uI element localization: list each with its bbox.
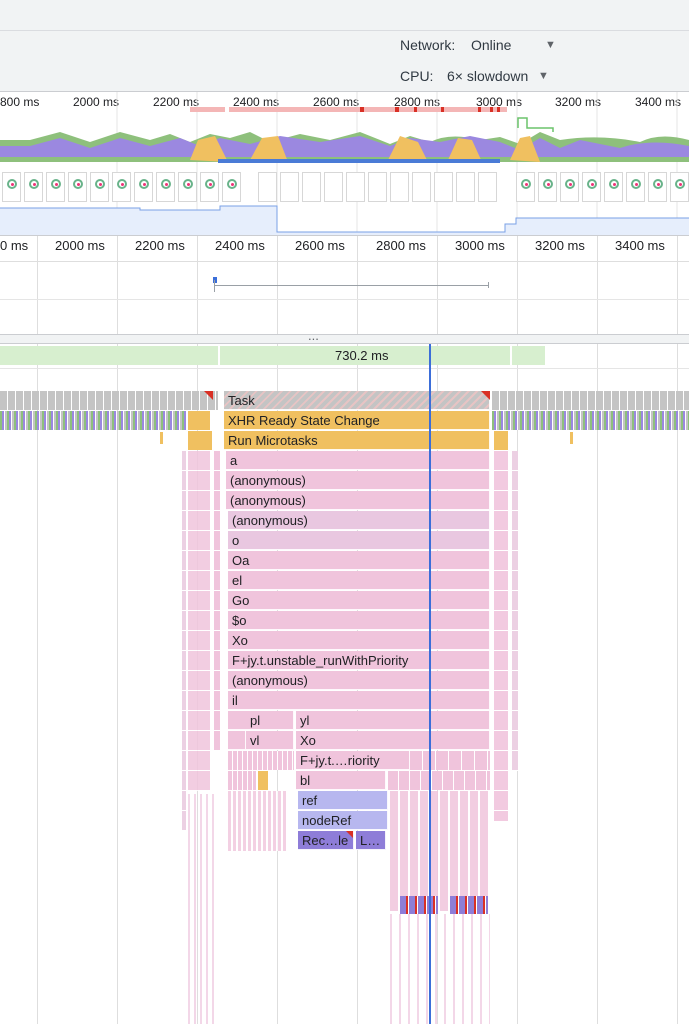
- stack-frame[interactable]: (anonymous): [228, 511, 490, 530]
- screenshot-thumbnail[interactable]: [516, 172, 535, 202]
- toolbar-divider: [0, 30, 689, 31]
- splitter-handle[interactable]: ...: [308, 328, 319, 343]
- ruler-tick: 2000 ms: [55, 238, 105, 253]
- overview-tick: 2400 ms: [233, 95, 280, 109]
- flame-chart[interactable]: 730.2 ms Task XHR Ready State Change Run…: [0, 344, 689, 1024]
- screenshot-thumbnail[interactable]: [178, 172, 197, 202]
- screenshot-thumbnail[interactable]: [24, 172, 43, 202]
- stack-frame-noderef[interactable]: nodeRef: [298, 811, 388, 830]
- ruler-tick: 3400 ms: [615, 238, 665, 253]
- screenshot-thumbnail[interactable]: [368, 172, 387, 202]
- stack-frame[interactable]: $o: [228, 611, 490, 630]
- overview-tick: 3200 ms: [555, 95, 602, 109]
- stack-frame-xo[interactable]: Xo: [296, 731, 490, 750]
- ruler-tick: 0 ms: [0, 238, 29, 253]
- screenshot-thumbnail[interactable]: [222, 172, 241, 202]
- stack-frame[interactable]: Go: [228, 591, 490, 610]
- stack-frame[interactable]: (anonymous): [228, 671, 490, 690]
- screenshot-thumbnail[interactable]: [456, 172, 475, 202]
- network-select[interactable]: Online: [471, 37, 512, 53]
- ruler-tick: 3000 ms: [455, 238, 505, 253]
- screenshot-thumbnail[interactable]: [604, 172, 623, 202]
- overview-tick: 800 ms: [0, 95, 40, 109]
- stack-frame[interactable]: el: [228, 571, 490, 590]
- screenshot-thumbnail[interactable]: [582, 172, 601, 202]
- screenshot-thumbnail[interactable]: [538, 172, 557, 202]
- screenshot-thumbnail[interactable]: [560, 172, 579, 202]
- ruler-tick: 2600 ms: [295, 238, 345, 253]
- stack-frame[interactable]: (anonymous): [226, 471, 490, 490]
- screenshot-thumbnail[interactable]: [2, 172, 21, 202]
- throttling-toolbar: [0, 0, 689, 92]
- filmstrip: [0, 172, 689, 204]
- network-request-bar[interactable]: [214, 285, 489, 286]
- screenshot-thumbnail[interactable]: [648, 172, 667, 202]
- screenshot-thumbnail[interactable]: [112, 172, 131, 202]
- ruler-tick: 3200 ms: [535, 238, 585, 253]
- ruler-tick: 2200 ms: [135, 238, 185, 253]
- stack-frame[interactable]: (anonymous): [226, 491, 490, 510]
- overview-tick: 2600 ms: [313, 95, 360, 109]
- screenshot-thumbnail[interactable]: [670, 172, 689, 202]
- stack-frame[interactable]: il: [228, 691, 490, 710]
- stack-frame[interactable]: Xo: [228, 631, 490, 650]
- ruler-tick: 2400 ms: [215, 238, 265, 253]
- main-timeline-ruler: 0 ms 2000 ms 2200 ms 2400 ms 2600 ms 280…: [0, 235, 689, 335]
- screenshot-thumbnail[interactable]: [390, 172, 409, 202]
- time-cursor[interactable]: [429, 344, 431, 1024]
- stack-frame[interactable]: F+jy.t.unstable_runWithPriority: [228, 651, 490, 670]
- overview-tick: 2000 ms: [73, 95, 120, 109]
- screenshot-thumbnail[interactable]: [280, 172, 299, 202]
- stack-frame[interactable]: o: [228, 531, 490, 550]
- interaction-duration: 730.2 ms: [335, 348, 389, 363]
- screenshot-thumbnail[interactable]: [346, 172, 365, 202]
- screenshot-thumbnail[interactable]: [68, 172, 87, 202]
- stack-frame-yl[interactable]: yl: [296, 711, 490, 730]
- screenshot-thumbnail[interactable]: [200, 172, 219, 202]
- screenshot-thumbnail[interactable]: [46, 172, 65, 202]
- screenshot-thumbnail[interactable]: [258, 172, 277, 202]
- overview-tick: 2200 ms: [153, 95, 200, 109]
- screenshot-thumbnail[interactable]: [412, 172, 431, 202]
- screenshot-thumbnail[interactable]: [434, 172, 453, 202]
- overview-graph: [0, 92, 689, 235]
- overview-tick: 2800 ms: [394, 95, 441, 109]
- screenshot-thumbnail[interactable]: [156, 172, 175, 202]
- stack-frame-ref[interactable]: ref: [298, 791, 388, 810]
- timeline-overview[interactable]: [0, 92, 689, 235]
- overview-tick: 3400 ms: [635, 95, 682, 109]
- overview-tick: 3000 ms: [476, 95, 523, 109]
- stack-frame-fjy[interactable]: F+jy.t.…riority: [296, 751, 410, 770]
- stack-frame-l[interactable]: L…: [356, 831, 386, 850]
- network-label: Network:: [400, 37, 456, 53]
- network-request-start[interactable]: [213, 277, 217, 283]
- overview-ruler: 800 ms 2000 ms 2200 ms 2400 ms 2600 ms 2…: [0, 93, 689, 111]
- ruler-tick: 2800 ms: [376, 238, 426, 253]
- stack-frame-bl[interactable]: bl: [296, 771, 386, 790]
- xhr-ready-state-change[interactable]: XHR Ready State Change: [224, 411, 490, 430]
- run-microtasks[interactable]: Run Microtasks: [224, 431, 490, 450]
- screenshot-thumbnail[interactable]: [134, 172, 153, 202]
- screenshot-thumbnail[interactable]: [324, 172, 343, 202]
- interaction-bar[interactable]: 730.2 ms: [220, 346, 510, 365]
- task-bar[interactable]: Task: [224, 391, 490, 410]
- stack-frame-recle[interactable]: Rec…le: [298, 831, 354, 850]
- screenshot-thumbnail[interactable]: [90, 172, 109, 202]
- cpu-select[interactable]: 6× slowdown: [447, 68, 529, 84]
- stack-frame-vl[interactable]: vl: [246, 731, 294, 750]
- cpu-label: CPU:: [400, 68, 434, 84]
- screenshot-thumbnail[interactable]: [626, 172, 645, 202]
- stack-frame-pl[interactable]: pl: [246, 711, 294, 730]
- network-dropdown-icon[interactable]: ▼: [545, 39, 556, 51]
- screenshot-thumbnail[interactable]: [302, 172, 321, 202]
- cpu-dropdown-icon[interactable]: ▼: [538, 70, 549, 82]
- stack-frame[interactable]: a: [226, 451, 490, 470]
- screenshot-thumbnail[interactable]: [478, 172, 497, 202]
- stack-frame[interactable]: Oa: [228, 551, 490, 570]
- panel-splitter[interactable]: ...: [0, 328, 689, 344]
